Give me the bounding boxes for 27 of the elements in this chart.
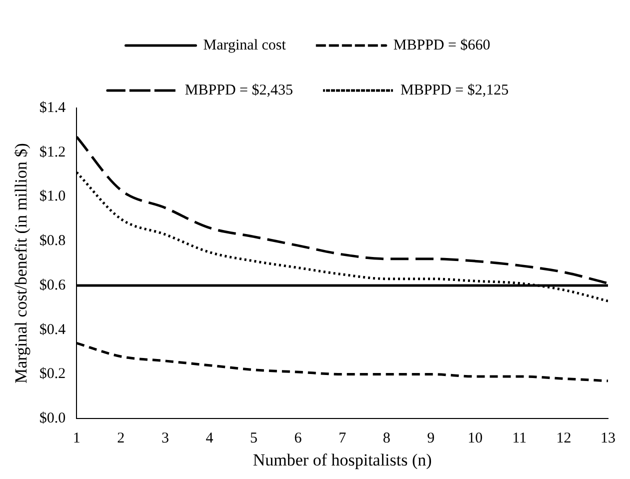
y-tick-label: $1.4 — [39, 100, 66, 116]
x-tick-label: 1 — [72, 430, 80, 447]
x-tick-label: 13 — [600, 430, 616, 447]
x-tick-label: 6 — [294, 430, 302, 447]
x-tick-label: 9 — [427, 430, 435, 447]
legend-label: MBPPD = $2,435 — [184, 82, 294, 98]
x-tick-label: 8 — [382, 430, 390, 447]
legend-label: MBPPD = $2,125 — [400, 82, 509, 98]
y-tick-label: $1.0 — [39, 188, 66, 205]
x-tick-label: 3 — [161, 430, 169, 447]
x-tick-label: 10 — [468, 430, 483, 447]
y-axis-title: Marginal cost/benefit (in million $) — [12, 143, 31, 384]
x-tick-label: 5 — [250, 430, 258, 447]
x-axis-title: Number of hospitalists (n) — [252, 450, 432, 470]
y-tick-label: $0.4 — [39, 322, 66, 338]
y-tick-label: $0.6 — [39, 277, 66, 294]
y-tick-label: $0.8 — [39, 233, 66, 250]
x-tick-label: 11 — [512, 430, 527, 447]
y-tick-label: $0.2 — [39, 366, 66, 382]
x-tick-label: 4 — [206, 430, 214, 447]
x-tick-label: 7 — [338, 430, 347, 447]
y-tick-label: $1.2 — [39, 144, 66, 160]
x-tick-label: 2 — [117, 430, 125, 447]
y-tick-label: $0.0 — [39, 410, 66, 427]
legend-label: Marginal cost — [203, 37, 287, 54]
legend-label: MBPPD = $660 — [393, 37, 490, 54]
x-tick-label: 12 — [556, 430, 572, 447]
